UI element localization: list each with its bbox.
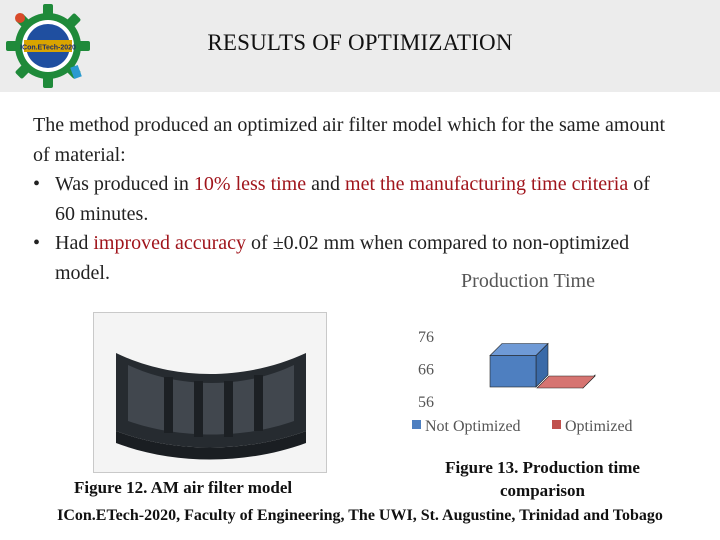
footer-text: ICon.ETech-2020, Faculty of Engineering,… bbox=[57, 507, 663, 524]
legend-label: Not Optimized bbox=[425, 418, 521, 435]
text-run: Was produced in bbox=[55, 173, 194, 195]
y-tick-label: 76 bbox=[418, 329, 434, 346]
body-text: The method produced an optimized air fil… bbox=[33, 111, 673, 288]
air-filter-photo bbox=[93, 312, 327, 473]
text-run: and bbox=[306, 173, 346, 195]
header-band bbox=[0, 0, 720, 92]
bullet-text: Was produced in 10% less time and met th… bbox=[55, 170, 673, 229]
chart-title: Production Time bbox=[461, 270, 595, 292]
figure-13-caption: Figure 13. Production time comparison bbox=[410, 456, 675, 502]
caption-line: Figure 13. Production time bbox=[445, 458, 640, 477]
logo-text: ICon.ETech-2020 bbox=[20, 45, 76, 52]
highlight-text: met the manufacturing time criteria bbox=[345, 173, 629, 195]
highlight-text: 10% less time bbox=[193, 173, 307, 195]
bullet-item: • Had improved accuracy of ±0.02 mm when… bbox=[33, 229, 673, 288]
bullet-marker: • bbox=[33, 232, 41, 254]
legend-swatch bbox=[552, 420, 561, 429]
bullet-text: Had improved accuracy of ±0.02 mm when c… bbox=[55, 229, 673, 288]
legend-swatch bbox=[412, 420, 421, 429]
y-tick-label: 66 bbox=[418, 362, 434, 379]
bar bbox=[536, 374, 596, 389]
page-title: RESULTS OF OPTIMIZATION bbox=[207, 30, 513, 55]
legend-label: Optimized bbox=[565, 418, 633, 435]
intro-paragraph: The method produced an optimized air fil… bbox=[33, 114, 666, 166]
highlight-text: improved accuracy bbox=[93, 232, 247, 254]
text-run: of 60 minutes. bbox=[55, 173, 650, 225]
bullet-marker: • bbox=[33, 173, 41, 195]
caption-line: comparison bbox=[500, 481, 585, 500]
bullet-item: • Was produced in 10% less time and met … bbox=[33, 170, 673, 229]
figure-12-caption: Figure 12. AM air filter model bbox=[74, 478, 293, 497]
production-time-chart: Production Time 76 66 56 Not Optimized Opti… bbox=[412, 270, 633, 435]
conference-logo: ICon.ETech-2020 bbox=[6, 4, 90, 88]
y-tick-label: 56 bbox=[418, 394, 434, 411]
bar bbox=[489, 342, 549, 388]
text-run: Had bbox=[55, 232, 94, 254]
text-run: of ±0.02 mm when compared to non-optimiz… bbox=[55, 232, 630, 284]
